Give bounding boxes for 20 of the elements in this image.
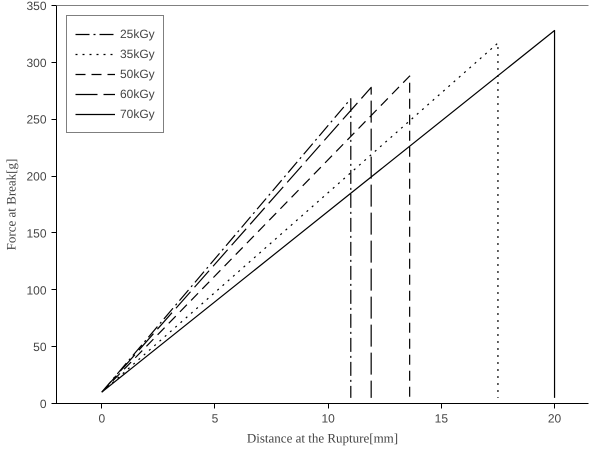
legend-label: 25kGy bbox=[120, 27, 155, 41]
x-tick-label: 0 bbox=[98, 412, 106, 426]
legend-label: 50kGy bbox=[120, 67, 155, 81]
y-tick-label: 300 bbox=[26, 56, 47, 70]
x-axis-title: Distance at the Rupture[mm] bbox=[246, 430, 398, 446]
legend-label: 60kGy bbox=[120, 87, 155, 101]
legend-label: 35kGy bbox=[120, 47, 155, 61]
legend-label: 70kGy bbox=[120, 107, 155, 121]
x-tick-label: 20 bbox=[548, 412, 562, 426]
y-tick-label: 0 bbox=[40, 397, 47, 411]
x-tick-label: 15 bbox=[434, 412, 448, 426]
x-tick-label: 10 bbox=[321, 412, 336, 426]
y-tick-label: 150 bbox=[26, 226, 47, 240]
y-axis-title: Force at Break[g] bbox=[3, 158, 18, 250]
y-tick-label: 250 bbox=[26, 112, 47, 127]
y-tick-label: 350 bbox=[26, 0, 47, 13]
y-tick-label: 100 bbox=[26, 283, 47, 298]
y-tick-label: 200 bbox=[26, 170, 47, 184]
x-tick-label: 5 bbox=[212, 412, 219, 426]
y-tick-label: 50 bbox=[33, 340, 47, 354]
